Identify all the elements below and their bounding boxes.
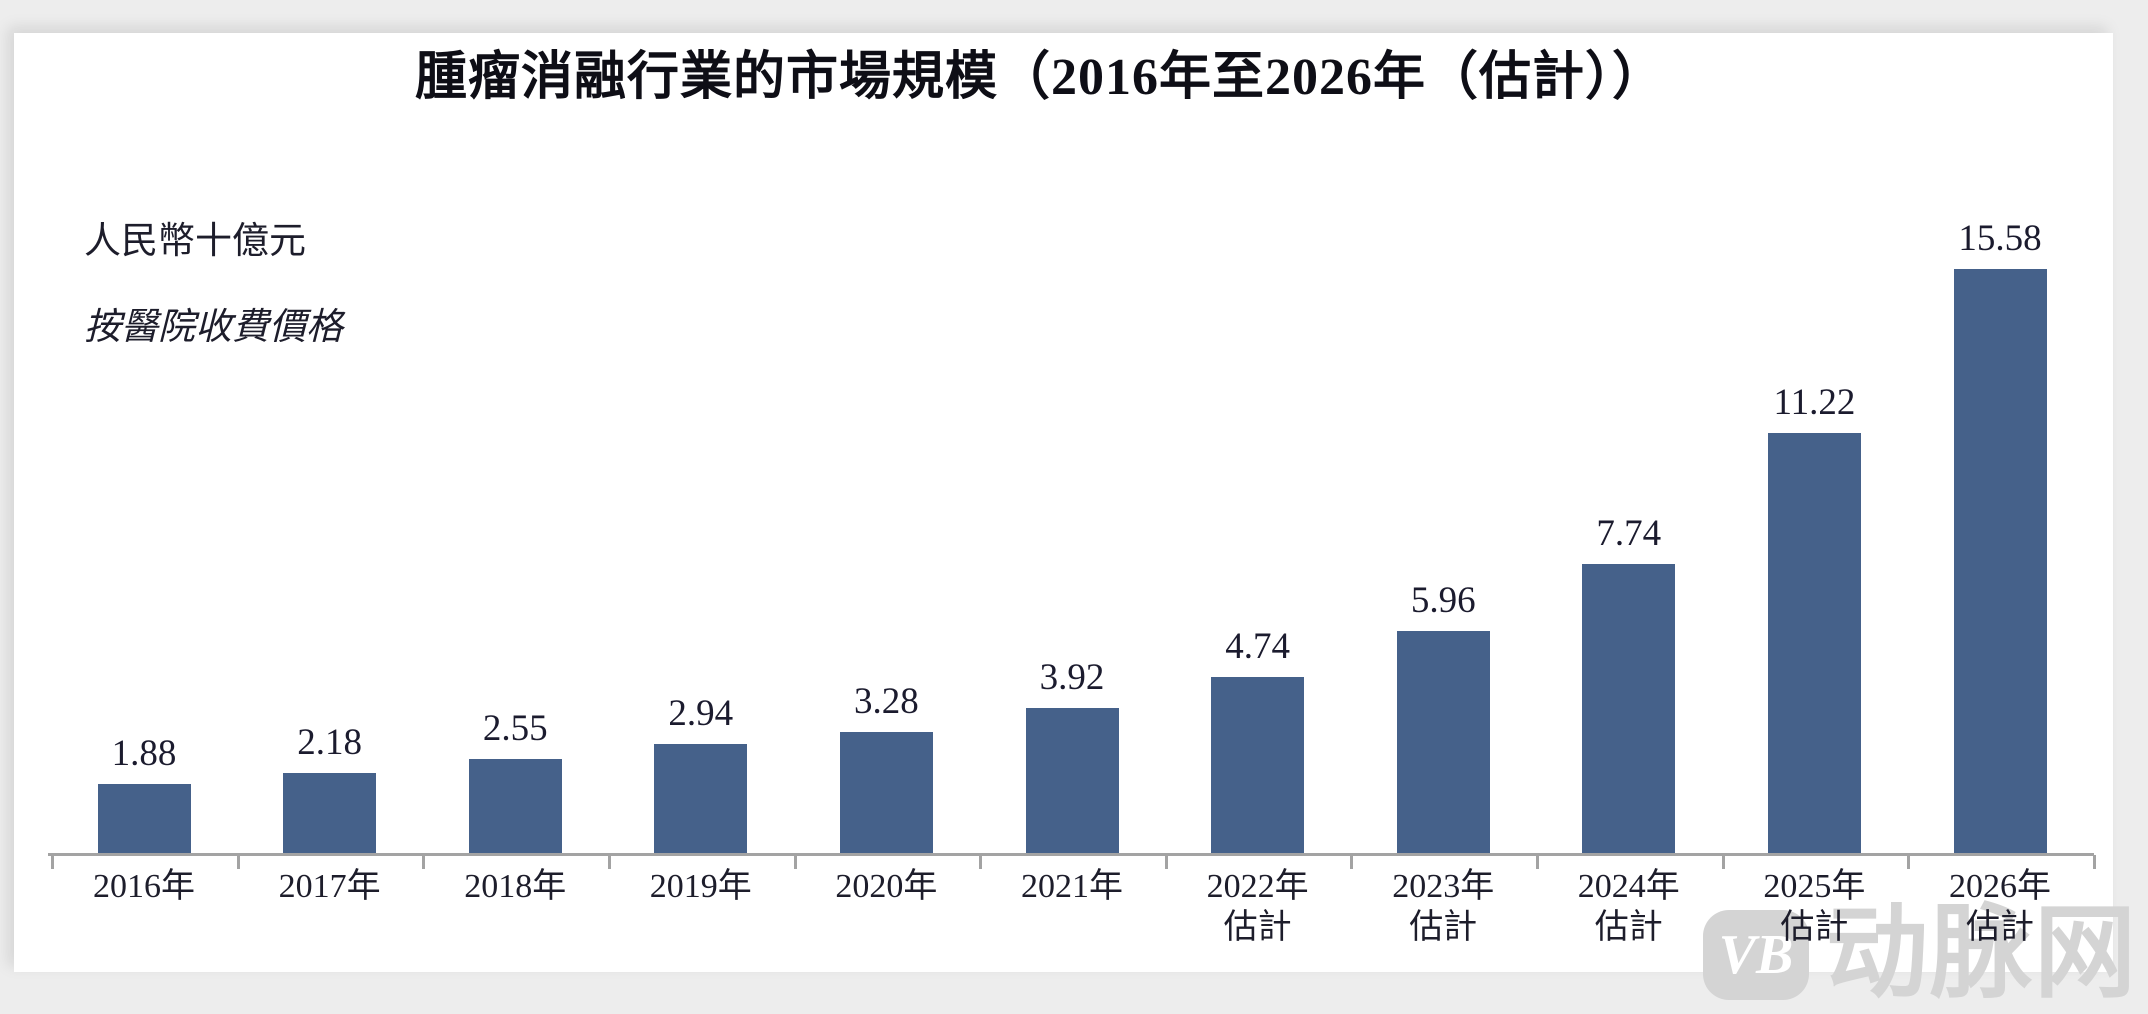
x-axis-tick [236,855,240,869]
x-axis-label-year: 2021年 [1021,868,1123,905]
x-axis-label-year: 2023年 [1392,868,1495,905]
x-axis-label-year: 2022年 [1206,868,1309,905]
x-axis-label: 2018年 [415,866,615,907]
x-axis-label-year: 2016年 [93,868,195,905]
x-axis-label: 2021年 [972,866,1172,907]
x-axis-label: 2026年估計 [1900,866,2100,948]
x-axis-tick [51,855,55,869]
x-axis-label: 2020年 [786,866,986,907]
x-axis-label: 2024年估計 [1529,866,1729,948]
bar-value-label: 3.92 [1039,656,1105,698]
bar [97,784,191,855]
x-axis-label-year: 2017年 [278,868,381,905]
x-axis-label: 2022年估計 [1158,866,1358,948]
x-axis-tick [979,855,983,869]
vb-logo-icon: VB [1703,910,1809,1000]
chart-title: 腫瘤消融行業的市場規模（2016年至2026年（估計）） [414,49,1665,106]
x-axis-tick [793,855,797,869]
bar-value-label: 2.18 [297,722,362,764]
x-axis-tick [608,855,611,869]
x-axis-label-year: 2025年 [1763,868,1866,905]
price-basis-label: 按醫院收費價格 [84,307,343,348]
bar [839,731,933,855]
bar [1953,269,2047,855]
x-axis-label-year: 2024年 [1577,868,1680,905]
bar [654,744,748,855]
x-axis-tick [1164,855,1168,869]
bar [1025,707,1119,855]
x-axis-label: 2016年 [44,866,244,907]
x-axis-tick [1907,855,1911,869]
y-unit-label: 人民幣十億元 [84,221,306,262]
bar-value-label: 4.74 [1225,625,1290,667]
x-axis-tick [1536,855,1539,869]
x-axis-label-year: 2018年 [464,868,567,905]
bar [1396,630,1490,855]
bar [1582,563,1676,855]
bar-value-label: 3.28 [854,680,919,722]
bar-value-label: 5.96 [1410,579,1476,621]
x-axis-label: 2019年 [601,866,801,907]
x-axis-label: 2017年 [230,866,430,907]
bar-value-label: 11.22 [1773,382,1856,424]
x-axis-tick [422,855,426,869]
x-axis-label-estimate: 估計 [1594,909,1663,946]
bar [1211,676,1305,855]
x-axis-label-estimate: 估計 [1409,909,1478,946]
x-axis-tick [1350,855,1354,869]
x-axis-label-estimate: 估計 [1966,909,2034,946]
bar [283,773,377,855]
bar-value-label: 2.94 [668,693,734,735]
x-axis-tick [2092,855,2096,869]
bar-value-label: 7.74 [1596,512,1662,554]
x-axis-tick [1721,855,1725,869]
x-axis-label-year: 2020年 [835,868,938,905]
x-axis-label-year: 2026年 [1949,868,2051,905]
bar [1767,433,1861,855]
x-axis-label-estimate: 估計 [1780,909,1849,946]
bar-value-label: 1.88 [111,733,177,775]
vb-logo-text: VB [1718,924,1794,986]
x-axis-label: 2025年估計 [1714,866,1914,948]
x-axis-line [48,853,2094,856]
bar-value-label: 15.58 [1958,218,2042,260]
x-axis-label-estimate: 估計 [1223,909,1292,946]
bar-value-label: 2.55 [482,708,548,750]
x-axis-label-year: 2019年 [649,868,752,905]
x-axis-label: 2023年估計 [1343,866,1543,948]
watermark-brand-text: 动脉网 [1826,896,2138,1010]
bar [468,759,562,855]
